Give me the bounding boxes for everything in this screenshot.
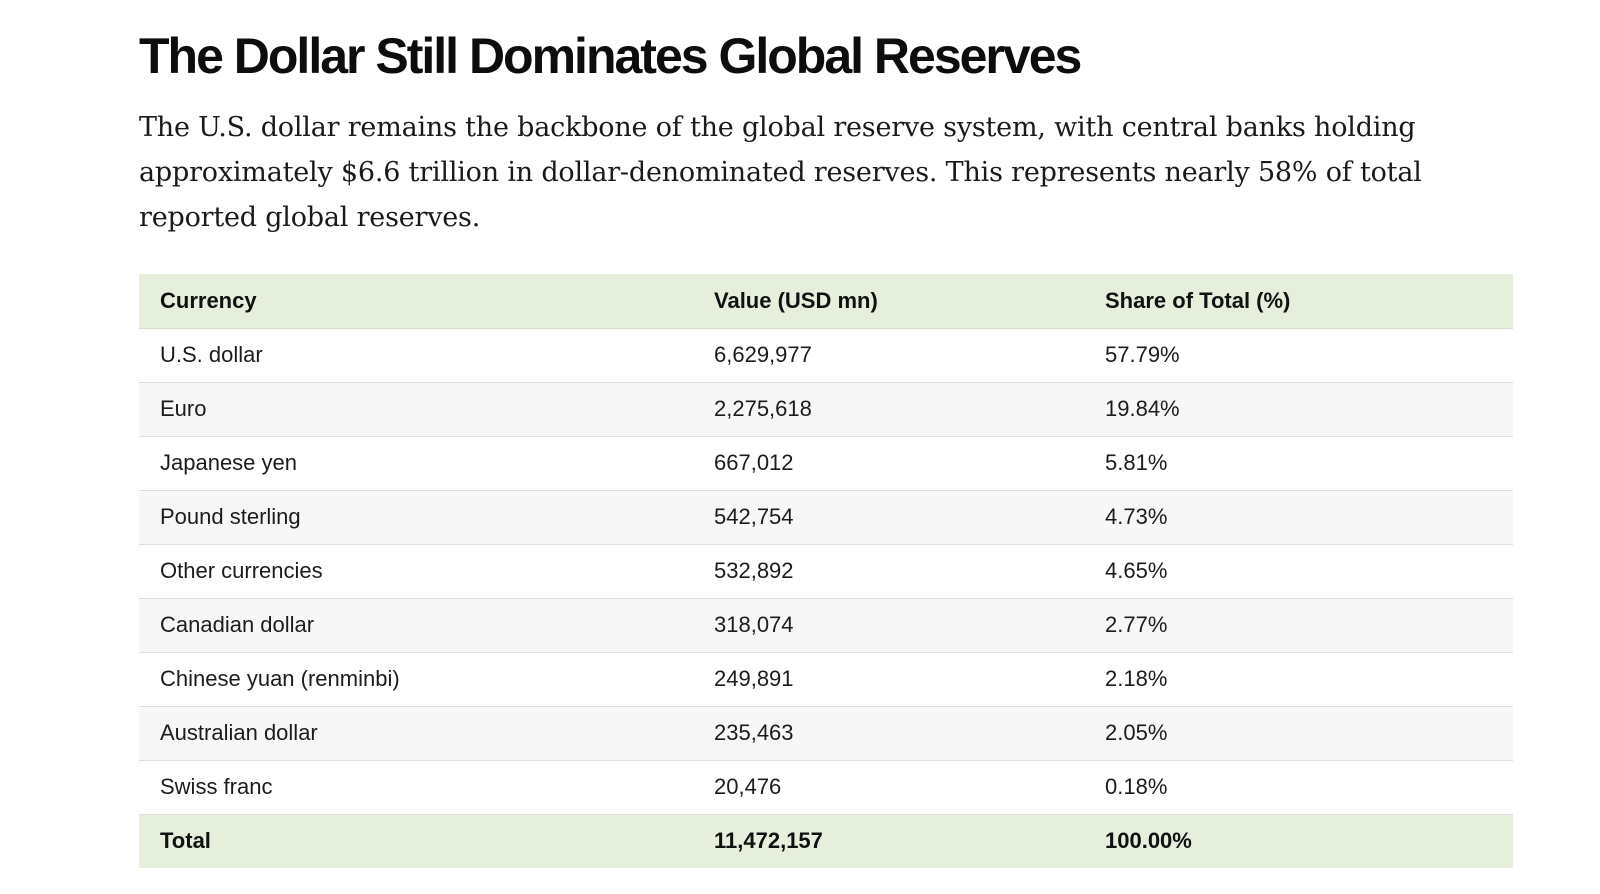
cell-share: 4.73% xyxy=(1084,490,1513,545)
table-row: Canadian dollar 318,074 2.77% xyxy=(139,598,1513,653)
cell-currency: Canadian dollar xyxy=(139,598,693,653)
table-row: U.S. dollar 6,629,977 57.79% xyxy=(139,328,1513,383)
cell-currency: Swiss franc xyxy=(139,760,693,815)
table-row: Other currencies 532,892 4.65% xyxy=(139,544,1513,599)
table-row: Swiss franc 20,476 0.18% xyxy=(139,760,1513,815)
table-row: Chinese yuan (renminbi) 249,891 2.18% xyxy=(139,652,1513,707)
cell-value: 2,275,618 xyxy=(693,382,1084,437)
total-value: 11,472,157 xyxy=(693,814,1084,868)
cell-value: 235,463 xyxy=(693,706,1084,761)
reserves-table: Currency Value (USD mn) Share of Total (… xyxy=(139,274,1513,868)
cell-share: 2.18% xyxy=(1084,652,1513,707)
cell-share: 2.77% xyxy=(1084,598,1513,653)
cell-value: 667,012 xyxy=(693,436,1084,491)
table-header-row: Currency Value (USD mn) Share of Total (… xyxy=(139,274,1513,329)
table-row: Pound sterling 542,754 4.73% xyxy=(139,490,1513,545)
table-row: Euro 2,275,618 19.84% xyxy=(139,382,1513,437)
cell-share: 4.65% xyxy=(1084,544,1513,599)
cell-share: 57.79% xyxy=(1084,328,1513,383)
table-total-row: Total 11,472,157 100.00% xyxy=(139,814,1513,868)
cell-value: 6,629,977 xyxy=(693,328,1084,383)
table-row: Australian dollar 235,463 2.05% xyxy=(139,706,1513,761)
cell-share: 0.18% xyxy=(1084,760,1513,815)
cell-currency: Chinese yuan (renminbi) xyxy=(139,652,693,707)
cell-share: 5.81% xyxy=(1084,436,1513,491)
cell-currency: Japanese yen xyxy=(139,436,693,491)
cell-share: 2.05% xyxy=(1084,706,1513,761)
cell-share: 19.84% xyxy=(1084,382,1513,437)
article: The Dollar Still Dominates Global Reserv… xyxy=(139,0,1513,868)
cell-value: 532,892 xyxy=(693,544,1084,599)
header-share: Share of Total (%) xyxy=(1084,274,1513,329)
cell-value: 20,476 xyxy=(693,760,1084,815)
total-share: 100.00% xyxy=(1084,814,1513,868)
total-label: Total xyxy=(139,814,693,868)
header-value: Value (USD mn) xyxy=(693,274,1084,329)
cell-currency: Pound sterling xyxy=(139,490,693,545)
table-row: Japanese yen 667,012 5.81% xyxy=(139,436,1513,491)
cell-currency: Other currencies xyxy=(139,544,693,599)
cell-value: 249,891 xyxy=(693,652,1084,707)
page-title: The Dollar Still Dominates Global Reserv… xyxy=(139,28,1082,84)
header-currency: Currency xyxy=(139,274,693,329)
cell-currency: Euro xyxy=(139,382,693,437)
cell-value: 542,754 xyxy=(693,490,1084,545)
cell-currency: Australian dollar xyxy=(139,706,693,761)
intro-paragraph: The U.S. dollar remains the backbone of … xyxy=(139,112,1422,233)
cell-value: 318,074 xyxy=(693,598,1084,653)
cell-currency: U.S. dollar xyxy=(139,328,693,383)
